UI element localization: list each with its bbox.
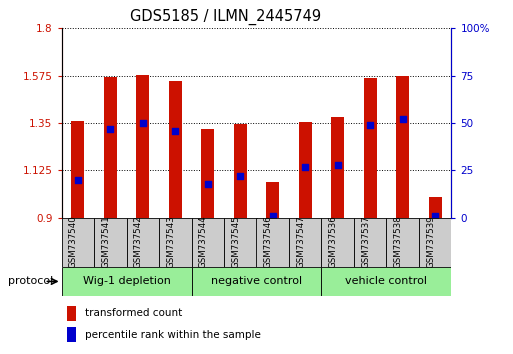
Bar xyxy=(201,129,214,218)
Bar xyxy=(62,267,191,296)
Bar xyxy=(364,78,377,218)
Text: GSM737544: GSM737544 xyxy=(199,215,208,268)
Point xyxy=(236,173,244,179)
Bar xyxy=(266,182,279,218)
Text: negative control: negative control xyxy=(211,276,302,286)
Text: protocol: protocol xyxy=(8,276,53,286)
Text: GSM737547: GSM737547 xyxy=(296,215,305,268)
Bar xyxy=(224,218,256,267)
Bar xyxy=(396,76,409,218)
Bar xyxy=(299,122,312,218)
Text: transformed count: transformed count xyxy=(85,308,182,318)
Text: GSM737546: GSM737546 xyxy=(264,215,273,268)
Bar xyxy=(256,218,289,267)
Point xyxy=(139,120,147,126)
Text: GSM737541: GSM737541 xyxy=(101,215,110,268)
Bar xyxy=(94,218,127,267)
Bar xyxy=(191,218,224,267)
Point xyxy=(333,162,342,167)
Text: GSM737536: GSM737536 xyxy=(329,215,338,268)
Text: GDS5185 / ILMN_2445749: GDS5185 / ILMN_2445749 xyxy=(130,9,321,25)
Text: GSM737537: GSM737537 xyxy=(361,215,370,268)
Point xyxy=(74,177,82,183)
Bar xyxy=(419,218,451,267)
Text: GSM737543: GSM737543 xyxy=(166,215,175,268)
Text: GSM737540: GSM737540 xyxy=(69,215,78,268)
Bar xyxy=(127,218,159,267)
Bar xyxy=(169,81,182,218)
Text: GSM737538: GSM737538 xyxy=(393,215,403,268)
Bar xyxy=(322,218,354,267)
Point xyxy=(431,213,439,219)
Point xyxy=(301,164,309,170)
Text: GSM737545: GSM737545 xyxy=(231,215,240,268)
Text: percentile rank within the sample: percentile rank within the sample xyxy=(85,330,261,339)
Text: vehicle control: vehicle control xyxy=(345,276,427,286)
Bar xyxy=(322,267,451,296)
Bar xyxy=(289,218,322,267)
Text: GSM737539: GSM737539 xyxy=(426,215,435,268)
Point xyxy=(366,122,374,128)
Text: Wig-1 depletion: Wig-1 depletion xyxy=(83,276,170,286)
Bar xyxy=(429,197,442,218)
Bar xyxy=(62,218,94,267)
Bar xyxy=(386,218,419,267)
Point xyxy=(269,213,277,219)
Bar xyxy=(191,267,322,296)
Bar xyxy=(159,218,191,267)
Point xyxy=(171,128,180,133)
Bar xyxy=(234,124,247,218)
Point xyxy=(204,181,212,187)
Point xyxy=(106,126,114,132)
Text: GSM737542: GSM737542 xyxy=(134,215,143,268)
Bar xyxy=(71,121,84,218)
Point xyxy=(399,116,407,122)
Bar xyxy=(354,218,386,267)
Bar xyxy=(104,77,117,218)
Bar xyxy=(136,75,149,218)
Bar xyxy=(331,117,344,218)
